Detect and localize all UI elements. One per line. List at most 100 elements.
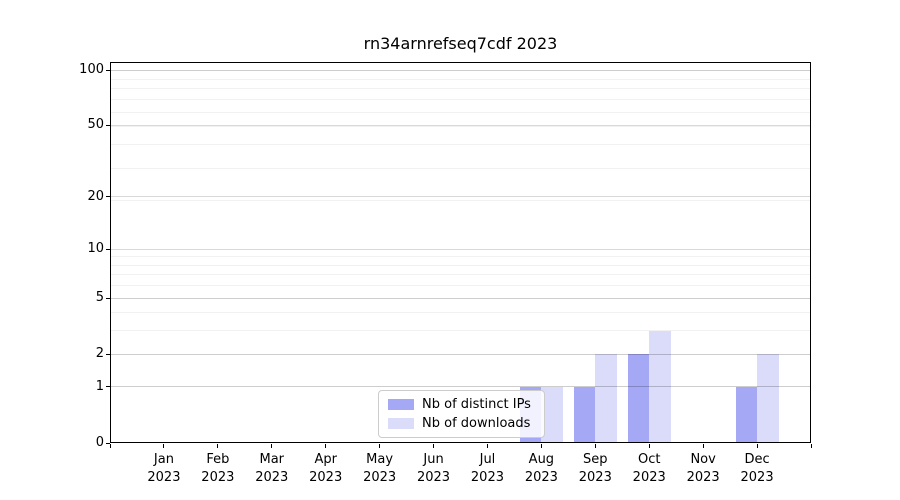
x-tick-mark bbox=[379, 444, 381, 448]
y-tick-label: 0 bbox=[95, 435, 104, 450]
major-gridline bbox=[110, 124, 811, 126]
x-tick-month: Feb bbox=[206, 452, 230, 467]
x-tick-label: Mar 2023 bbox=[242, 451, 302, 486]
x-tick-mark bbox=[810, 444, 812, 448]
x-tick-label: Dec 2023 bbox=[727, 451, 787, 486]
x-tick-month: Jan bbox=[153, 452, 174, 467]
x-tick-month: Nov bbox=[690, 452, 716, 467]
major-gridline bbox=[110, 248, 811, 250]
x-tick-label: May 2023 bbox=[350, 451, 410, 486]
bar-downloads-Oct-2023 bbox=[649, 330, 671, 443]
x-tick-label: Feb 2023 bbox=[188, 451, 248, 486]
y-tick-label: 10 bbox=[87, 241, 104, 257]
minor-gridline bbox=[110, 386, 811, 388]
minor-gridline bbox=[110, 256, 811, 258]
minor-gridline bbox=[110, 330, 811, 332]
x-tick-year: 2023 bbox=[470, 469, 504, 485]
x-tick-year: 2023 bbox=[309, 469, 343, 485]
minor-gridline bbox=[110, 70, 811, 72]
x-tick-year: 2023 bbox=[686, 469, 720, 485]
x-tick-mark bbox=[163, 444, 165, 448]
x-tick-month: Oct bbox=[637, 452, 661, 467]
x-tick-label: Sep 2023 bbox=[565, 451, 625, 486]
major-gridline bbox=[110, 297, 811, 299]
y-tick-label: 1 bbox=[95, 378, 104, 394]
x-tick-label: Oct 2023 bbox=[619, 451, 679, 486]
minor-gridline bbox=[110, 297, 811, 299]
downloads-swatch-icon bbox=[388, 417, 414, 429]
minor-gridline bbox=[110, 78, 811, 80]
x-tick-year: 2023 bbox=[201, 469, 235, 485]
legend: Nb of distinct IPs Nb of downloads bbox=[378, 390, 545, 438]
x-tick-month: Jun bbox=[423, 452, 444, 467]
minor-gridline bbox=[110, 274, 811, 276]
x-tick-mark bbox=[756, 444, 758, 448]
minor-gridline bbox=[110, 167, 811, 169]
x-tick-month: Mar bbox=[259, 452, 285, 467]
minor-gridline bbox=[110, 88, 811, 90]
y-tick-mark bbox=[106, 69, 110, 71]
minor-gridline bbox=[110, 264, 811, 266]
x-tick-label: Jul 2023 bbox=[457, 451, 517, 486]
x-tick-month: Apr bbox=[314, 452, 337, 467]
x-tick-label: Jan 2023 bbox=[134, 451, 194, 486]
minor-gridline bbox=[110, 126, 811, 128]
minor-gridline bbox=[110, 99, 811, 101]
y-tick-mark bbox=[106, 353, 110, 355]
x-tick-year: 2023 bbox=[255, 469, 289, 485]
y-tick-label: 50 bbox=[87, 117, 104, 133]
x-tick-label: Jun 2023 bbox=[404, 451, 464, 486]
legend-label-downloads: Nb of downloads bbox=[422, 415, 531, 431]
bar-downloads-Aug-2023 bbox=[541, 386, 563, 443]
x-tick-mark bbox=[109, 444, 111, 448]
minor-gridline bbox=[110, 285, 811, 287]
major-gridline bbox=[110, 69, 811, 71]
legend-item-downloads: Nb of downloads bbox=[388, 416, 535, 431]
x-tick-label: Nov 2023 bbox=[673, 451, 733, 486]
x-tick-mark bbox=[433, 444, 435, 448]
x-tick-mark bbox=[702, 444, 704, 448]
minor-gridline bbox=[110, 353, 811, 355]
distinct-ips-swatch-icon bbox=[388, 399, 414, 411]
chart-title: rn34arnrefseq7cdf 2023 bbox=[363, 34, 558, 53]
y-tick-mark bbox=[106, 248, 110, 250]
y-tick-mark bbox=[106, 196, 110, 198]
legend-label-distinct-ips: Nb of distinct IPs bbox=[422, 397, 531, 413]
x-tick-year: 2023 bbox=[740, 469, 774, 485]
bar-distinct-ips-Sep-2023 bbox=[573, 386, 596, 443]
x-tick-mark bbox=[325, 444, 327, 448]
x-tick-year: 2023 bbox=[524, 469, 558, 485]
x-tick-year: 2023 bbox=[416, 469, 451, 485]
bar-distinct-ips-Dec-2023 bbox=[735, 386, 758, 443]
y-tick-mark bbox=[106, 124, 110, 126]
x-tick-year: 2023 bbox=[632, 469, 666, 485]
x-tick-mark bbox=[540, 444, 542, 448]
x-tick-mark bbox=[594, 444, 596, 448]
y-tick-mark bbox=[106, 297, 110, 299]
major-gridline bbox=[110, 386, 811, 388]
x-tick-month: Dec bbox=[744, 452, 770, 467]
legend-item-distinct-ips: Nb of distinct IPs bbox=[388, 397, 535, 412]
y-tick-mark bbox=[106, 386, 110, 388]
x-tick-month: Aug bbox=[528, 452, 555, 467]
y-tick-label: 20 bbox=[87, 188, 104, 204]
x-tick-mark bbox=[271, 444, 273, 448]
bar-downloads-Sep-2023 bbox=[595, 354, 617, 443]
x-tick-year: 2023 bbox=[147, 469, 181, 485]
y-tick-mark bbox=[106, 442, 110, 444]
y-tick-label: 2 bbox=[95, 346, 104, 362]
x-tick-year: 2023 bbox=[363, 469, 397, 485]
minor-gridline bbox=[110, 111, 811, 113]
x-tick-month: Sep bbox=[583, 452, 608, 467]
y-tick-label: 5 bbox=[95, 290, 104, 306]
x-tick-year: 2023 bbox=[578, 469, 612, 485]
bar-distinct-ips-Oct-2023 bbox=[627, 354, 650, 443]
x-tick-mark bbox=[486, 444, 488, 448]
y-tick-label: 100 bbox=[79, 62, 104, 77]
minor-gridline bbox=[110, 200, 811, 202]
